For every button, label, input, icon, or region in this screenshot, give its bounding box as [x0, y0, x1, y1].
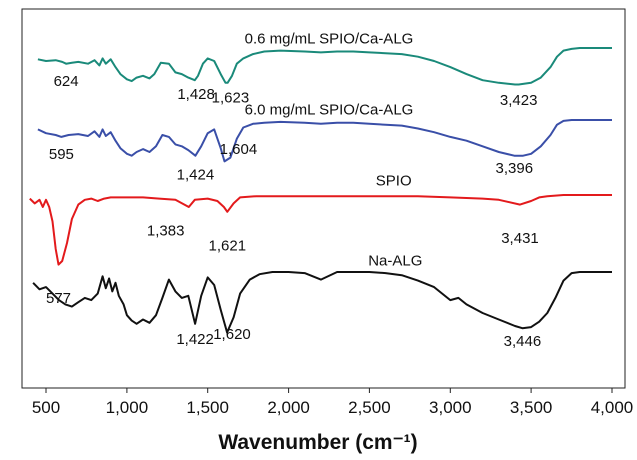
- series-name-label: Na-ALG: [368, 253, 422, 270]
- series-line-1: [37, 47, 612, 86]
- peak-label: 3,396: [496, 160, 534, 177]
- peak-label: 1,620: [213, 326, 251, 343]
- x-tick-label: 3,000: [429, 398, 472, 417]
- peak-label: 1,623: [212, 90, 250, 107]
- peak-label: 3,431: [501, 230, 539, 247]
- x-tick-label: 3,500: [510, 398, 553, 417]
- series-line-2: [37, 119, 612, 163]
- peak-label: 595: [49, 146, 74, 163]
- peak-label: 624: [54, 73, 79, 90]
- x-axis-title: Wavenumber (cm⁻¹): [218, 431, 417, 454]
- peak-label: 3,423: [500, 92, 538, 109]
- x-tick-label: 2,500: [348, 398, 391, 417]
- x-tick-label: 2,000: [267, 398, 310, 417]
- label-layer: 0.6 mg/mL SPIO/Ca-ALG 6.0 mg/mL SPIO/Ca-A…: [46, 31, 541, 351]
- series-line-4: [32, 271, 612, 334]
- peak-label: 1,422: [176, 331, 214, 348]
- x-tick-label: 1,000: [106, 398, 149, 417]
- series-layer: [29, 47, 612, 334]
- series-name-label: 0.6 mg/mL SPIO/Ca-ALG: [245, 31, 414, 48]
- x-tick-label: 4,000: [591, 398, 634, 417]
- x-tick-label: 500: [32, 398, 60, 417]
- series-name-label: SPIO: [376, 172, 412, 189]
- peak-label: 1,424: [177, 167, 215, 184]
- peak-label: 1,428: [177, 86, 215, 103]
- peak-label: 1,604: [220, 141, 258, 158]
- x-tick-label: 1,500: [186, 398, 229, 417]
- peak-label: 1,621: [209, 237, 247, 254]
- series-name-label: 6.0 mg/mL SPIO/Ca-ALG: [245, 101, 414, 118]
- peak-label: 577: [46, 290, 71, 307]
- x-axis: 500 1,000 1,500 2,000 2,500 3,000 3,500 4,000: [32, 388, 633, 417]
- plot-frame: [21, 8, 626, 389]
- peak-label: 1,383: [147, 222, 185, 239]
- peak-label: 3,446: [504, 333, 542, 350]
- series-line-3: [29, 194, 612, 266]
